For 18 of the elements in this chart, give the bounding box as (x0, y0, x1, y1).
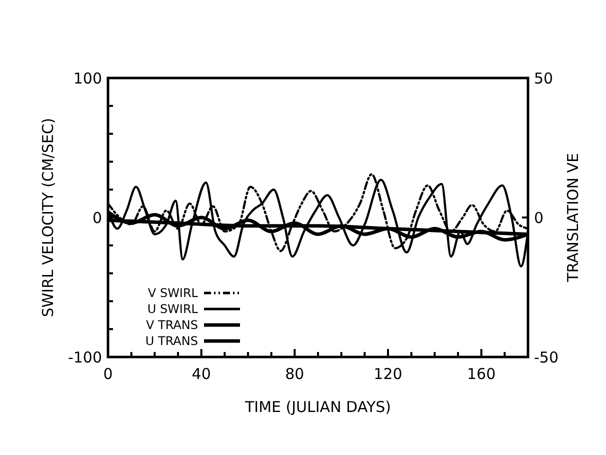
y2-tick-label: 0 (534, 208, 544, 227)
legend-label: U SWIRL (147, 302, 198, 316)
x-tick-label: 120 (374, 365, 402, 383)
y-axis-title: SWIRL VELOCITY (CM/SEC) (39, 118, 57, 318)
x-tick-label: 80 (285, 365, 304, 383)
x-tick-label: 160 (467, 365, 496, 383)
y-tick-label: 0 (92, 208, 102, 227)
y-tick-label: -100 (68, 348, 102, 366)
legend-label: U TRANS (145, 334, 198, 348)
y2-tick-label: 50 (534, 69, 554, 88)
y2-axis-title: TRANSLATION VE (564, 153, 582, 283)
y2-tick-label: -50 (534, 348, 558, 366)
x-tick-label: 40 (192, 365, 211, 383)
legend-label: V SWIRL (148, 286, 198, 300)
x-tick-label: 0 (103, 365, 113, 383)
x-axis-title: TIME (JULIAN DAYS) (244, 398, 391, 416)
legend-label: V TRANS (146, 318, 198, 332)
y-tick-label: 100 (73, 69, 102, 88)
